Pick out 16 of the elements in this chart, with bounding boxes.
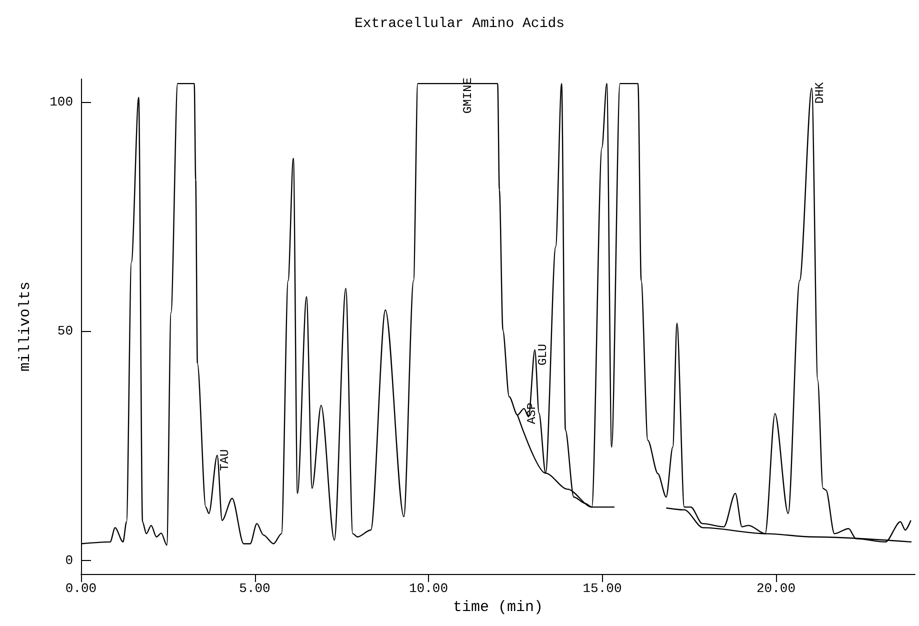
x-axis-title: time (min) [452,598,544,616]
y-axis-title: millivolts [17,281,34,372]
x-tick-label: 5.00 [239,581,270,596]
x-tick-label: 15.00 [582,581,622,596]
annotation: DHK [812,81,827,104]
annotation: TAU [218,449,232,471]
chart-title: Extracellular Amino Acids [354,16,565,32]
y-tick-label: 100 [50,94,73,110]
y-tick-label: 50 [57,324,73,339]
x-tick-label: 20.00 [756,581,796,596]
x-tick-label: 10.00 [408,581,448,596]
annotation: GMINE [460,78,475,114]
annotation: ASP [525,402,540,424]
annotation: GLU [536,344,550,366]
x-tick-label: 0.00 [65,581,97,596]
y-tick-label: 0 [65,552,73,568]
